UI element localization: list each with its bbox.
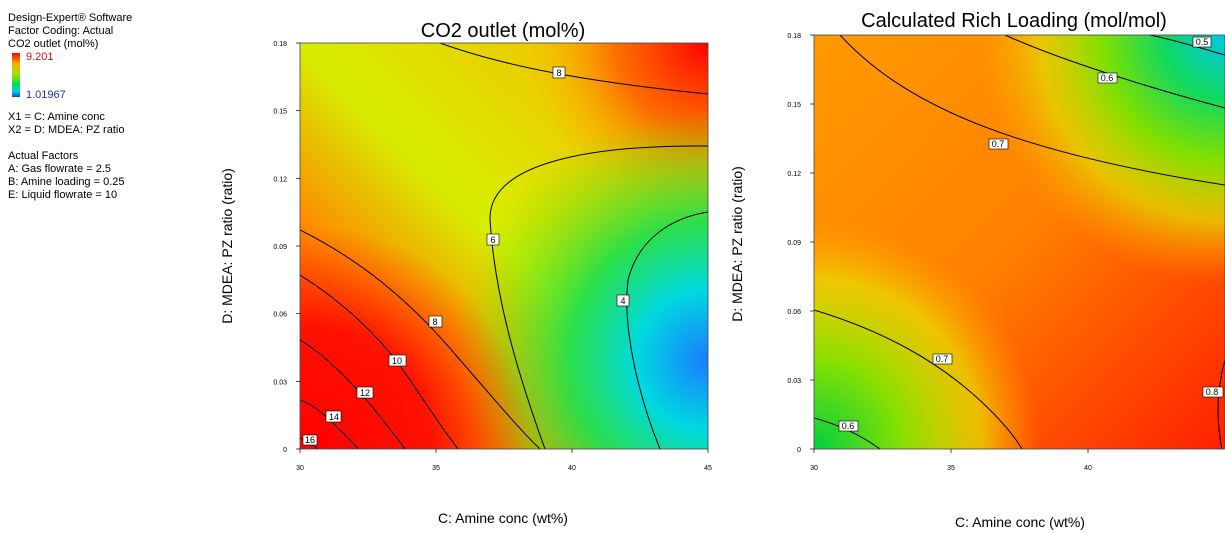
- y-tick-label: 0.06: [273, 312, 287, 319]
- svg-text:8: 8: [556, 68, 561, 78]
- plot1-axes: 30 35 40 45 0 0.03 0.06 0.09 0.12 0.15 0.18: [273, 41, 712, 472]
- contour-line-10: [300, 274, 459, 449]
- color-scale-high: 9.201: [26, 51, 54, 63]
- y-tick-label: 0.06: [787, 309, 801, 316]
- svg-text:0.5: 0.5: [1196, 37, 1209, 47]
- x-tick-label: 30: [296, 465, 304, 472]
- y-tick-label: 0.03: [787, 378, 801, 385]
- plot2-axes: 30 35 40 0 0.03 0.06 0.09 0.12 0.15 0.18: [787, 33, 1092, 472]
- contour-label-12: 12: [356, 386, 374, 399]
- x-tick-label: 40: [568, 465, 576, 472]
- contour-line-0.8: [1217, 359, 1225, 449]
- contour-line-8-top: [439, 43, 708, 95]
- y-tick-label: 0.15: [787, 102, 801, 109]
- plot1-xlabel: C: Amine conc (wt%): [438, 510, 568, 526]
- svg-text:0.7: 0.7: [936, 354, 949, 364]
- legend-factor-b: B: Amine loading = 0.25: [8, 176, 125, 188]
- svg-text:10: 10: [392, 356, 402, 366]
- contour-label-14: 14: [325, 410, 342, 423]
- contour-label-8: 8: [428, 315, 443, 328]
- plot2-contour-labels: 0.5 0.6 0.7 0.7 0.6 0.8: [838, 36, 1224, 432]
- y-tick-label: 0.03: [273, 379, 287, 386]
- plot1-contour-labels: 16 14 12 10 8 6 4 8: [302, 66, 630, 446]
- plot-co2-outlet: CO2 outlet (mol%) 16 14 12 10 8: [219, 20, 712, 526]
- svg-text:4: 4: [620, 296, 625, 306]
- contour-label-6: 6: [486, 233, 500, 246]
- plot2-xlabel: C: Amine conc (wt%): [955, 514, 1085, 530]
- plot2-surface: 0.5 0.6 0.7 0.7 0.6 0.8: [814, 35, 1225, 449]
- contour-line-12: [300, 339, 406, 449]
- contour-label-0.7: 0.7: [932, 353, 953, 365]
- y-tick-label: 0: [283, 447, 287, 454]
- legend-x1: X1 = C: Amine conc: [8, 111, 105, 123]
- y-tick-label: 0.09: [787, 240, 801, 247]
- plot2-title: Calculated Rich Loading (mol/mol): [861, 10, 1167, 32]
- legend-panel: Design-Expert® Software Factor Coding: A…: [8, 12, 208, 202]
- x-tick-label: 30: [810, 465, 818, 472]
- y-tick-label: 0: [797, 447, 801, 454]
- contour-line-0.7-top: [839, 35, 1225, 186]
- svg-text:0.6: 0.6: [1101, 73, 1114, 83]
- contour-line-8: [300, 229, 541, 449]
- plot1-ylabel: D: MDEA: PZ ratio (ratio): [219, 168, 235, 324]
- contour-label-0.6: 0.6: [838, 420, 859, 432]
- legend-factor-a: A: Gas flowrate = 2.5: [8, 163, 112, 175]
- contour-label-0.8: 0.8: [1202, 386, 1224, 398]
- contour-label-10: 10: [388, 354, 407, 367]
- svg-text:0.6: 0.6: [842, 421, 855, 431]
- contour-label-4: 4: [616, 294, 630, 307]
- plot1-title: CO2 outlet (mol%): [421, 20, 586, 42]
- x-tick-label: 35: [432, 465, 440, 472]
- svg-text:12: 12: [360, 388, 370, 398]
- contour-label-0.6-top: 0.6: [1097, 72, 1118, 84]
- y-tick-label: 0.18: [273, 41, 287, 48]
- x-tick-label: 45: [704, 465, 712, 472]
- plot2-ylabel: D: MDEA: PZ ratio (ratio): [729, 166, 745, 322]
- contour-line-14: [300, 399, 359, 449]
- contour-line-0.5: [1149, 35, 1225, 56]
- plot1-surface: 16 14 12 10 8 6 4 8: [300, 43, 708, 449]
- contour-label-0.7-top: 0.7: [988, 138, 1009, 150]
- svg-text:0.7: 0.7: [992, 139, 1005, 149]
- svg-text:0.8: 0.8: [1206, 387, 1219, 397]
- legend-response: CO2 outlet (mol%): [8, 38, 99, 50]
- svg-text:6: 6: [490, 235, 495, 245]
- contour-line-0.7: [814, 309, 1023, 449]
- contour-line-6: [489, 145, 708, 449]
- plot1-contours: [300, 43, 708, 449]
- color-scale-bar: [12, 53, 20, 97]
- plot-rich-loading: Calculated Rich Loading (mol/mol) 0.5 0.…: [729, 10, 1225, 530]
- y-tick-label: 0.12: [273, 176, 287, 183]
- contour-line-4: [626, 211, 708, 449]
- svg-text:14: 14: [329, 412, 339, 422]
- contour-label-16: 16: [302, 434, 318, 446]
- y-tick-label: 0.15: [273, 109, 287, 116]
- y-tick-label: 0.12: [787, 171, 801, 178]
- x-tick-label: 40: [1084, 465, 1092, 472]
- contour-label-8-top: 8: [552, 66, 566, 79]
- legend-software: Design-Expert® Software: [8, 12, 133, 24]
- x-tick-label: 35: [947, 465, 955, 472]
- color-scale-low: 1.01967: [26, 89, 66, 101]
- svg-text:8: 8: [432, 317, 437, 327]
- legend-actual-factors-title: Actual Factors: [8, 150, 79, 162]
- legend-factor-e: E: Liquid flowrate = 10: [8, 189, 118, 201]
- legend-x2: X2 = D: MDEA: PZ ratio: [8, 124, 125, 136]
- color-scale: 9.201 1.01967: [8, 51, 208, 111]
- contour-label-0.5: 0.5: [1192, 36, 1212, 48]
- y-tick-label: 0.09: [273, 244, 287, 251]
- legend-factor-coding: Factor Coding: Actual: [8, 25, 114, 37]
- y-tick-label: 0.18: [787, 33, 801, 40]
- svg-text:16: 16: [305, 435, 315, 445]
